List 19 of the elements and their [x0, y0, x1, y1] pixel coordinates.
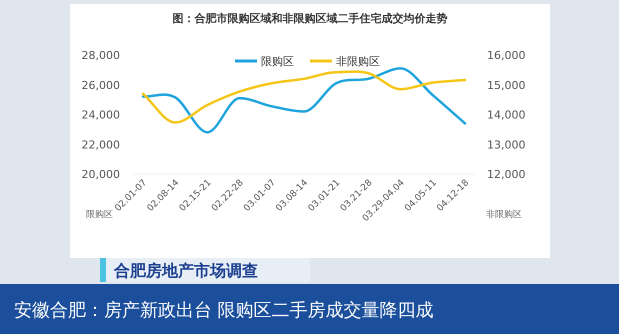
y2-tick-label: 15,000	[487, 78, 526, 92]
y2-tick-label: 14,000	[487, 108, 526, 122]
y-tick-label: 22,000	[82, 138, 120, 152]
y-axis-title: 限购区	[86, 209, 113, 220]
y2-tick-label: 13,000	[487, 138, 526, 152]
y-tick-label: 26,000	[82, 78, 120, 92]
legend-label: 非限购区	[336, 55, 380, 68]
y-tick-label: 24,000	[82, 108, 120, 122]
y-tick-label: 20,000	[82, 168, 120, 181]
y2-tick-label: 16,000	[487, 49, 526, 62]
y-tick-label: 28,000	[82, 49, 120, 62]
legend-label: 限购区	[261, 55, 294, 68]
text: 合肥房地产市场调查	[113, 261, 258, 280]
line-series	[142, 70, 466, 124]
y2-tick-label: 12,000	[487, 168, 526, 181]
chart-title: 图：合肥市限购区域和非限购区域二手住宅成交均价走势	[172, 12, 448, 25]
line-series	[142, 67, 466, 134]
text: 安徽合肥：房产新政出台 限购区二手房成交量降四成	[14, 300, 434, 321]
y2-axis-title: 非限购区	[486, 209, 522, 220]
